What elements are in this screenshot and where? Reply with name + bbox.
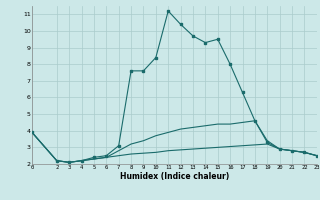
X-axis label: Humidex (Indice chaleur): Humidex (Indice chaleur) <box>120 172 229 181</box>
